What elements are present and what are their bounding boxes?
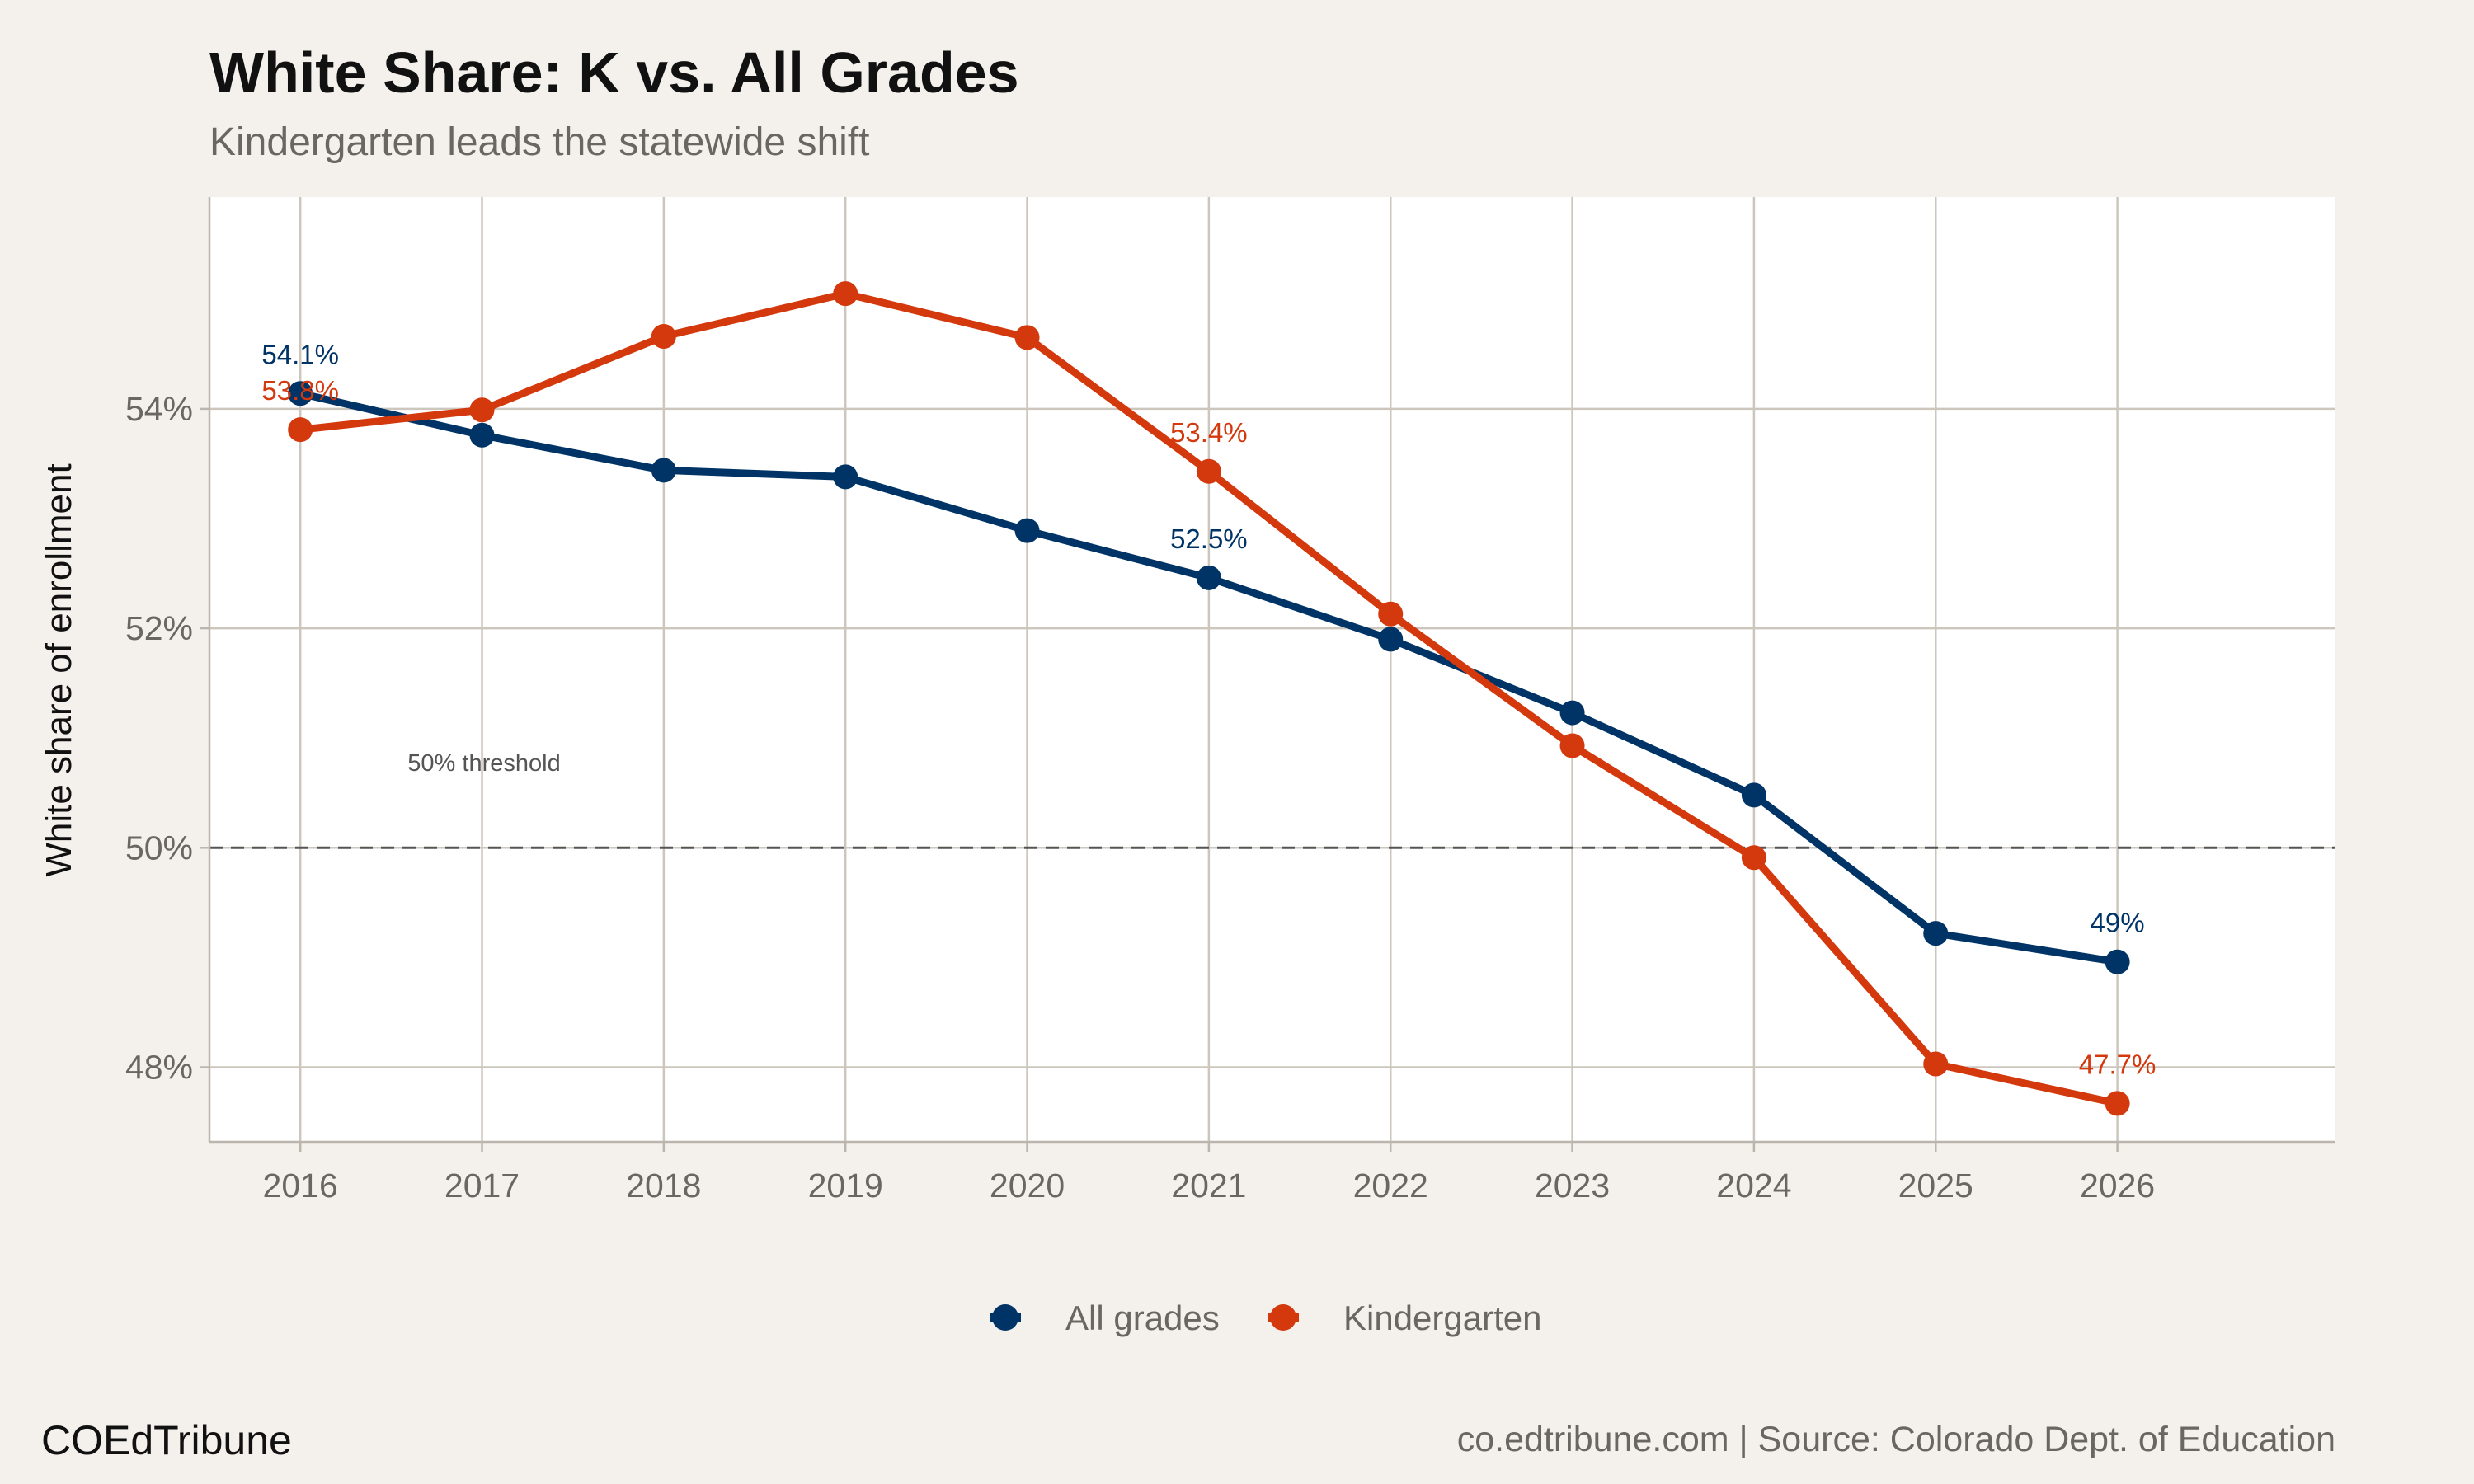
data-point	[2105, 949, 2130, 974]
series-group: 54.1% 52.5% 49% 53.8% 53.4% 47.7%	[261, 281, 2157, 1116]
data-point	[1741, 782, 1766, 808]
data-point	[469, 397, 495, 423]
data-label: 49%	[2091, 908, 2145, 938]
data-point	[469, 422, 495, 448]
data-point	[1014, 518, 1040, 543]
y-tick-label: 50%	[125, 829, 193, 866]
data-point	[1014, 325, 1040, 350]
data-point	[1378, 627, 1404, 652]
y-tick-label: 52%	[125, 609, 193, 647]
data-point	[1923, 1051, 1949, 1077]
x-tick-label: 2025	[1898, 1167, 1973, 1205]
data-label: 47.7%	[2079, 1049, 2157, 1079]
data-point	[1559, 700, 1585, 726]
chart-subtitle: Kindergarten leads the statewide shift	[209, 120, 869, 164]
legend: All grades Kindergarten	[990, 1298, 1542, 1337]
data-point	[2105, 1091, 2130, 1116]
axes: 2016 2017 2018 2019 2020 2021 2022 2023 2024 2025…	[125, 197, 2335, 1205]
data-point	[1196, 458, 1221, 484]
data-point	[288, 417, 313, 443]
x-tick-label: 2016	[263, 1167, 338, 1205]
x-tick-label: 2020	[990, 1167, 1065, 1205]
data-point	[1741, 845, 1766, 871]
x-tick-label: 2026	[2080, 1167, 2155, 1205]
data-label: 54.1%	[261, 339, 339, 369]
chart-title: White Share: K vs. All Grades	[209, 40, 1019, 105]
data-point	[1196, 565, 1221, 590]
data-label: 53.8%	[261, 375, 339, 406]
y-tick-label: 54%	[125, 390, 193, 428]
x-tick-label: 2019	[808, 1167, 883, 1205]
source-note: co.edtribune.com | Source: Colorado Dept…	[1457, 1420, 2335, 1459]
brand-label: COEdTribune	[41, 1417, 292, 1463]
legend-label: Kindergarten	[1343, 1298, 1542, 1337]
reference-line-group: 50% threshold	[209, 750, 2335, 849]
data-point	[833, 281, 858, 307]
data-point	[651, 458, 676, 483]
legend-marker-icon	[1270, 1304, 1296, 1331]
x-tick-label: 2022	[1353, 1167, 1428, 1205]
legend-label: All grades	[1065, 1298, 1220, 1337]
plot-panel	[209, 197, 2335, 1142]
y-axis-label: White share of enrollment	[39, 463, 79, 876]
x-tick-label: 2023	[1535, 1167, 1610, 1205]
data-point	[1378, 601, 1404, 627]
data-point	[833, 464, 858, 490]
x-tick-label: 2024	[1716, 1167, 1791, 1205]
threshold-label: 50% threshold	[407, 750, 560, 777]
data-point	[651, 324, 676, 350]
x-tick-label: 2018	[626, 1167, 701, 1205]
x-tick-label: 2021	[1171, 1167, 1246, 1205]
legend-marker-icon	[992, 1304, 1018, 1331]
x-tick-label: 2017	[444, 1167, 520, 1205]
data-point	[1559, 733, 1585, 758]
series-kindergarten: 53.8% 53.4% 47.7%	[261, 281, 2157, 1116]
series-all-grades: 54.1% 52.5% 49%	[261, 339, 2145, 974]
data-label: 52.5%	[1170, 524, 1248, 554]
y-tick-label: 48%	[125, 1048, 193, 1086]
data-point	[1923, 921, 1949, 946]
data-label: 53.4%	[1170, 417, 1248, 448]
data-point	[288, 381, 313, 406]
